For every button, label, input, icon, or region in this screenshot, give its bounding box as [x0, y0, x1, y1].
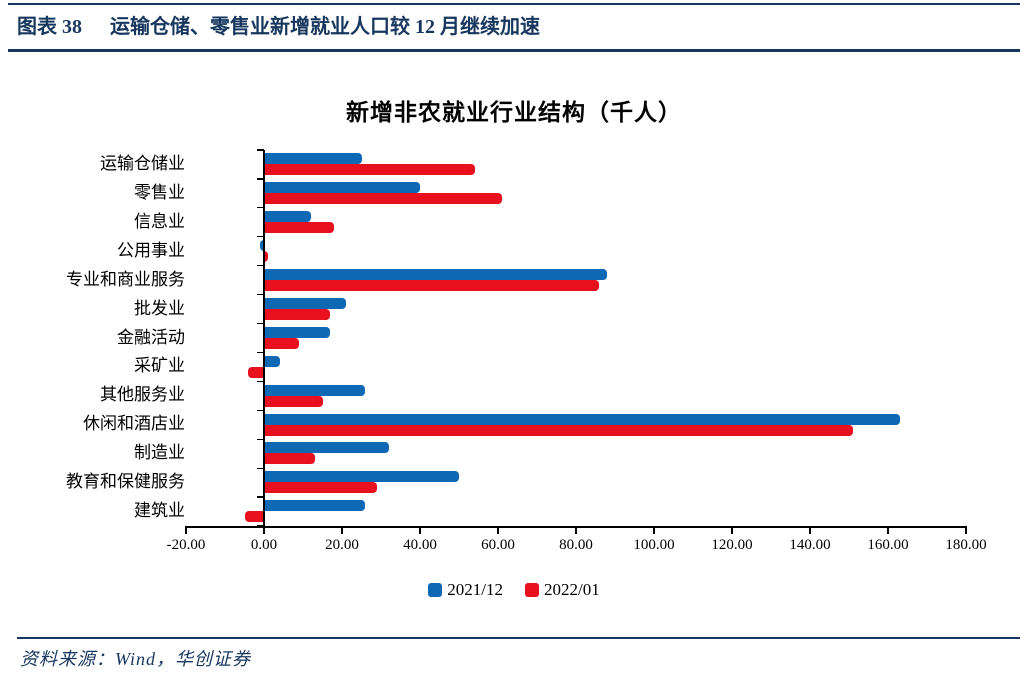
- category-label-3: 公用事业: [117, 240, 185, 260]
- x-tick-label-5: 80.00: [559, 537, 593, 553]
- category-tick: [257, 236, 264, 238]
- figure-title: 运输仓储、零售业新增就业人口较 12 月继续加速: [110, 16, 540, 38]
- footer-rule: [17, 637, 1020, 639]
- bar-series1-cat1: [264, 193, 502, 205]
- bar-series0-cat1: [264, 182, 420, 194]
- category-axis-line: [263, 150, 265, 526]
- x-tick-label-0: -20.00: [166, 537, 206, 553]
- bar-series1-cat11: [264, 482, 378, 494]
- bar-series0-cat5: [264, 297, 346, 309]
- bar-series1-cat7: [248, 366, 264, 378]
- x-tick: [965, 526, 967, 534]
- bar-series0-cat3: [260, 239, 264, 251]
- x-tick-label-3: 40.00: [403, 537, 437, 553]
- category-tick: [257, 294, 264, 296]
- x-tick: [731, 526, 733, 534]
- legend-swatch-icon: [525, 583, 539, 597]
- figure-header: 图表 38 运输仓储、零售业新增就业人口较 12 月继续加速: [17, 13, 1007, 41]
- chart-legend: 2021/12 2022/01: [0, 580, 1028, 600]
- x-tick: [497, 526, 499, 534]
- legend-label-0: 2021/12: [447, 580, 503, 599]
- x-tick: [575, 526, 577, 534]
- category-label-4: 专业和商业服务: [66, 269, 185, 289]
- category-label-5: 批发业: [134, 298, 185, 318]
- bar-series0-cat6: [264, 326, 331, 338]
- category-label-7: 采矿业: [134, 356, 185, 376]
- category-tick: [257, 322, 264, 325]
- category-label-11: 教育和保健服务: [66, 472, 185, 492]
- bar-series1-cat2: [264, 222, 335, 234]
- x-tick: [887, 526, 889, 534]
- x-tick-label-1: 0.00: [250, 537, 278, 553]
- bar-series1-cat8: [264, 395, 323, 407]
- legend-label-1: 2022/01: [544, 580, 600, 599]
- category-label-12: 建筑业: [134, 501, 185, 521]
- legend-item-0: 2021/12: [428, 580, 503, 600]
- category-tick: [257, 351, 264, 354]
- legend-item-1: 2022/01: [525, 580, 600, 600]
- x-tick: [263, 526, 265, 534]
- bar-series0-cat0: [264, 153, 362, 165]
- category-tick: [257, 265, 264, 267]
- x-tick-label-8: 140.00: [789, 537, 831, 553]
- x-tick-label-4: 60.00: [481, 537, 515, 553]
- bar-series1-cat4: [264, 279, 600, 291]
- bar-series1-cat12: [244, 511, 264, 523]
- category-label-10: 制造业: [134, 443, 185, 463]
- category-label-6: 金融活动: [117, 327, 185, 347]
- category-label-9: 休闲和酒店业: [83, 414, 185, 434]
- legend-swatch-icon: [428, 583, 443, 597]
- bar-series1-cat3: [264, 250, 268, 262]
- x-tick: [809, 526, 811, 534]
- bar-series1-cat0: [264, 164, 475, 176]
- bar-series0-cat12: [264, 500, 366, 512]
- x-tick-label-2: 20.00: [325, 537, 359, 553]
- category-tick: [257, 380, 264, 382]
- category-tick: [257, 525, 264, 527]
- x-tick-label-9: 160.00: [867, 537, 909, 553]
- top-rule: [8, 3, 1020, 5]
- bar-series1-cat6: [264, 337, 300, 349]
- figure-label: 图表 38: [17, 16, 82, 38]
- category-tick: [257, 409, 264, 411]
- bar-series0-cat9: [264, 413, 900, 425]
- x-tick: [341, 526, 343, 534]
- category-tick: [257, 496, 264, 498]
- bar-series0-cat2: [264, 211, 311, 223]
- category-tick: [257, 178, 264, 180]
- chart-title: 新增非农就业行业结构（千人）: [346, 100, 682, 125]
- bar-series0-cat8: [264, 384, 366, 396]
- bar-series1-cat10: [264, 453, 315, 465]
- category-tick: [257, 149, 264, 151]
- header-rule: [8, 49, 1020, 52]
- category-tick: [257, 438, 264, 440]
- bar-series1-cat9: [264, 424, 853, 436]
- x-tick: [653, 526, 655, 534]
- x-tick-label-6: 100.00: [633, 537, 675, 553]
- x-tick: [185, 526, 187, 534]
- bar-series0-cat10: [264, 442, 389, 454]
- x-tick: [419, 526, 421, 534]
- bar-series1-cat5: [264, 308, 331, 320]
- bar-series0-cat4: [264, 268, 608, 280]
- bar-series0-cat11: [264, 471, 459, 483]
- category-label-8: 其他服务业: [100, 385, 185, 405]
- x-tick-label-10: 180.00: [945, 537, 987, 553]
- category-label-0: 运输仓储业: [100, 154, 185, 173]
- category-label-1: 零售业: [134, 182, 185, 202]
- x-tick-label-7: 120.00: [711, 537, 753, 553]
- category-tick: [257, 467, 264, 469]
- bar-series0-cat7: [264, 355, 280, 367]
- category-label-2: 信息业: [134, 211, 185, 231]
- source-note: 资料来源：Wind，华创证券: [20, 649, 252, 669]
- category-tick: [257, 207, 264, 209]
